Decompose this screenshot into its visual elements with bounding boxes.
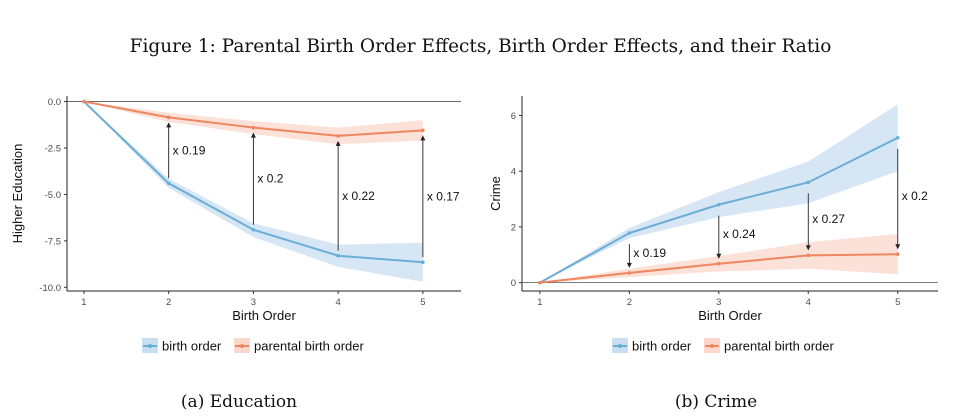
legend-birth-order-label: birth order xyxy=(162,339,222,354)
crime-caption: (b) Crime xyxy=(674,392,758,412)
ratio-annotation: x 0.19 xyxy=(173,143,206,157)
y-axis-label: Crime xyxy=(488,176,503,211)
birth-order-point xyxy=(717,202,721,207)
birth-order-point xyxy=(336,253,340,258)
parental-birth-order-point xyxy=(251,125,256,130)
education-caption: (a) Education xyxy=(180,392,298,412)
legend-parental-birth-order-label: parental birth order xyxy=(254,339,365,354)
ratio-arrow-head xyxy=(895,244,901,250)
y-tick-label: -10.0 xyxy=(39,283,61,294)
legend-birth-order-label: birth order xyxy=(632,339,692,354)
ratio-annotation: x 0.22 xyxy=(342,189,375,203)
birth-order-point xyxy=(806,180,811,185)
crime-chart: 0 2 4 6 1 2 3 4 5 Birth Order Crime x 0.19 x 0.24 x 0… xyxy=(488,96,938,354)
parental-birth-order-point xyxy=(895,252,900,257)
x-tick-label: 4 xyxy=(335,297,340,308)
y-tick-label: -5.0 xyxy=(45,190,61,201)
education-chart: 0.0 -2.5 -5.0 -7.5 -10.0 1 2 3 4 5 Birth Order High… xyxy=(10,96,461,354)
x-tick-label: 3 xyxy=(251,297,256,308)
birth-order-point xyxy=(627,231,632,235)
y-tick-label: 6 xyxy=(511,111,516,122)
ratio-annotation: x 0.27 xyxy=(812,212,845,226)
parental-birth-order-point xyxy=(336,134,340,138)
legend-parental-birth-order-label: parental birth order xyxy=(724,339,835,354)
birth-order-point xyxy=(421,260,425,265)
parental-birth-order-point xyxy=(806,253,811,258)
y-tick-label: 4 xyxy=(511,167,516,178)
x-axis-label: Birth Order xyxy=(698,308,762,323)
y-tick-label: 0.0 xyxy=(48,97,61,108)
legend-parental-birth-order-key-point xyxy=(240,344,244,348)
legend-parental-birth-order-key-point xyxy=(710,344,714,348)
parental-birth-order-point xyxy=(538,280,542,285)
ratio-arrow-head xyxy=(805,245,811,251)
parental-birth-order-point xyxy=(717,261,721,266)
x-tick-label: 3 xyxy=(716,297,721,308)
legend-birth-order-key-point xyxy=(618,344,622,348)
x-tick-label: 4 xyxy=(806,297,811,308)
ratio-arrow-head xyxy=(420,135,426,141)
x-tick-label: 2 xyxy=(166,297,171,308)
ratio-arrow-head xyxy=(335,140,341,146)
birth-order-point xyxy=(166,181,171,186)
legend-birth-order-key-point xyxy=(148,344,152,348)
y-tick-label: 2 xyxy=(511,222,516,233)
ratio-arrow-head xyxy=(626,262,632,268)
ratio-annotation: x 0.2 xyxy=(257,172,283,186)
parental-birth-order-point xyxy=(627,271,632,275)
parental-birth-order-point xyxy=(166,115,171,120)
parental-birth-order-point xyxy=(421,128,425,133)
birth-order-point xyxy=(251,227,256,232)
ratio-arrow-head xyxy=(166,122,172,128)
ratio-annotation: x 0.24 xyxy=(723,227,756,241)
birth-order-confidence-band xyxy=(83,101,423,282)
x-tick-label: 2 xyxy=(627,297,632,308)
parental-birth-order-point xyxy=(82,99,86,104)
y-tick-label: -2.5 xyxy=(45,144,61,155)
y-tick-label: 0 xyxy=(511,278,516,289)
ratio-arrow-head xyxy=(250,132,256,138)
x-tick-label: 5 xyxy=(420,297,425,308)
x-tick-label: 5 xyxy=(895,297,900,308)
x-tick-label: 1 xyxy=(81,297,86,308)
x-tick-label: 1 xyxy=(537,297,542,308)
birth-order-point xyxy=(895,135,900,140)
ratio-annotation: x 0.19 xyxy=(633,246,666,260)
y-axis-label: Higher Education xyxy=(10,144,25,244)
ratio-arrow-head xyxy=(716,253,722,259)
figure-title: Figure 1: Parental Birth Order Effects, … xyxy=(129,36,832,57)
y-tick-label: -7.5 xyxy=(45,236,61,247)
ratio-annotation: x 0.2 xyxy=(902,189,928,203)
x-axis-label: Birth Order xyxy=(232,308,296,323)
parental-birth-order-confidence-band xyxy=(83,101,423,145)
ratio-annotation: x 0.17 xyxy=(427,189,460,203)
